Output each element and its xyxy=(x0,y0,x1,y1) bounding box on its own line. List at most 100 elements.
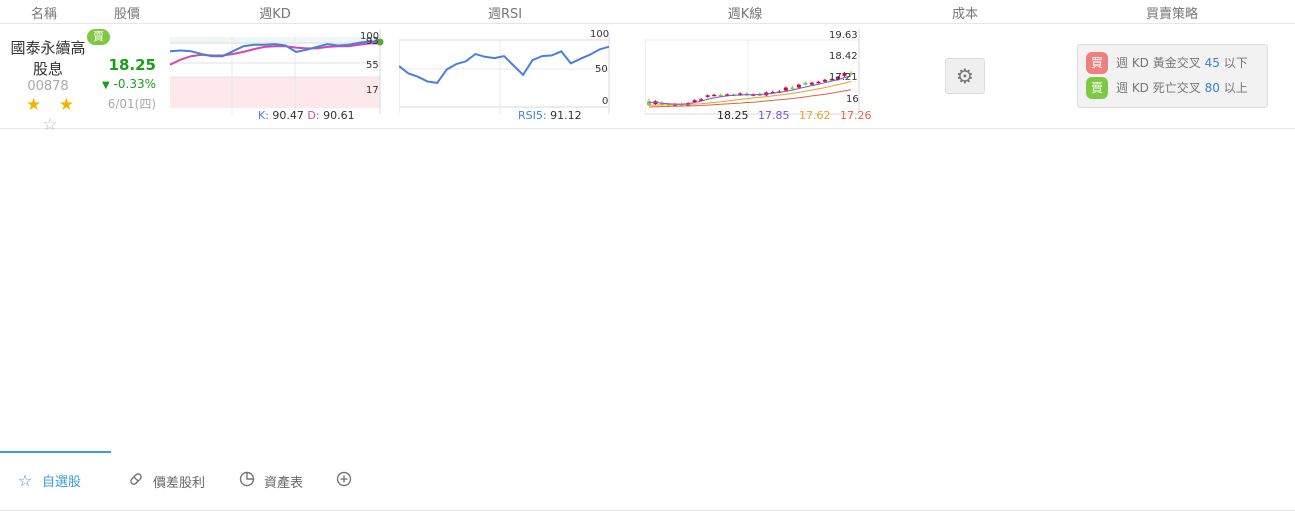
kd-lower-zone xyxy=(170,77,380,108)
kd-latest-dot xyxy=(376,38,384,46)
weekly-kd-chart[interactable]: 100 93 55 17 xyxy=(170,24,385,129)
candle-body xyxy=(783,87,788,91)
candle-body xyxy=(757,94,762,96)
header-strategy: 買賣策略 xyxy=(1145,7,1199,22)
rsi-tick-0: 0 xyxy=(602,96,608,107)
header-cost: 成本 xyxy=(951,7,979,22)
pie-chart-icon xyxy=(238,471,256,491)
ma2-line xyxy=(649,81,852,106)
candle-body xyxy=(692,100,697,103)
candle-body xyxy=(699,99,704,101)
k-line xyxy=(170,40,381,58)
candle-body xyxy=(647,101,651,106)
sell-strategy-text: 週 KD 死亡交叉 xyxy=(1116,81,1201,95)
header-name: 名稱 xyxy=(30,7,58,22)
candle-body xyxy=(790,87,795,90)
candle-body xyxy=(816,81,821,84)
rsi-tick-50: 50 xyxy=(595,64,608,75)
ma-readout: 18.25 17.85 17.62 17.26 xyxy=(717,109,878,122)
sell-badge: 賣 xyxy=(1086,77,1108,99)
weekly-k-chart[interactable]: 19.63 18.42 17.21 16 xyxy=(645,24,863,129)
candle-body xyxy=(803,82,808,85)
candle-body xyxy=(725,94,730,96)
candle-body xyxy=(822,79,827,82)
candle-body xyxy=(829,78,834,81)
rsi-value: 91.12 xyxy=(550,109,582,122)
stock-price: 18.25 xyxy=(108,56,156,74)
stock-name-cell[interactable]: 國泰永續高股息 00878 ★ ★ ☆ xyxy=(0,24,96,135)
tab-label: 自選股 xyxy=(42,475,82,490)
k-tick-17.21: 17.21 xyxy=(829,72,858,83)
cost-settings-button[interactable]: ⚙ xyxy=(945,58,985,94)
candles-group xyxy=(647,71,853,107)
star-empty-icon[interactable]: ☆ xyxy=(42,115,64,135)
ma2-value: 17.62 xyxy=(799,109,831,122)
ma3-line xyxy=(648,89,852,108)
rsi-readout: RSI5: 91.12 xyxy=(518,109,582,122)
k-label: K: xyxy=(258,109,269,122)
kd-tick-93: 93 xyxy=(366,36,379,47)
pill-icon xyxy=(127,471,145,491)
tab-add[interactable] xyxy=(335,471,361,491)
tab-watchlist[interactable]: ☆ 自選股 xyxy=(16,471,81,490)
tab-assets[interactable]: 資產表 xyxy=(238,471,303,491)
table-row[interactable]: 國泰永續高股息 00878 ★ ★ ☆ 賣 18.25 ▼ -0.33% 6/0… xyxy=(0,24,1295,135)
bottom-divider xyxy=(0,510,1295,511)
table-header: 名稱 股價 週KD 週RSI 週K線 成本 買賣策略 xyxy=(0,0,1295,24)
k-value: 90.47 xyxy=(272,109,304,122)
header-weekly-k: 週K線 xyxy=(727,7,763,22)
candle-body xyxy=(842,72,847,76)
candle-body xyxy=(660,103,665,105)
candle-body xyxy=(809,82,814,85)
kd-readout: K: 90.47 D: 90.61 xyxy=(258,109,355,122)
add-circle-icon xyxy=(335,471,353,491)
star-outline-icon: ☆ xyxy=(17,471,33,490)
tab-label: 價差股利 xyxy=(153,475,206,491)
candle-body xyxy=(705,95,710,97)
candle-body xyxy=(835,76,840,80)
header-weekly-kd: 週KD xyxy=(259,7,291,22)
candle-body xyxy=(796,84,801,88)
kd-tick-100: 100 xyxy=(360,31,379,42)
kd-tick-55: 55 xyxy=(366,60,379,71)
ma1-line xyxy=(648,75,852,105)
bottom-tab-bar: ☆ 自選股 價差股利 資產表 xyxy=(0,451,1295,512)
candle-body xyxy=(712,94,717,97)
buy-badge: 買 xyxy=(1086,52,1108,74)
header-weekly-rsi: 週RSI xyxy=(487,7,523,22)
kd-tick-17: 17 xyxy=(366,85,379,96)
sell-strategy-suffix: 以上 xyxy=(1223,81,1248,95)
buy-strategy-text: 週 KD 黃金交叉 xyxy=(1116,56,1201,70)
sell-strategy-line: 賣週 KD 死亡交叉 80 以上 xyxy=(1086,77,1248,99)
ma3-value: 17.26 xyxy=(840,109,872,122)
rsi-tick-100: 100 xyxy=(590,29,609,40)
sell-signal-badge: 賣 xyxy=(87,29,110,45)
rating-stars[interactable]: ★ ★ ☆ xyxy=(10,95,96,135)
price-date: 6/01(四) xyxy=(107,97,156,111)
buy-strategy-number: 45 xyxy=(1204,56,1220,70)
ma1-value: 17.85 xyxy=(758,109,790,122)
stock-name[interactable]: 國泰永續高股息 xyxy=(10,39,86,78)
star-filled-icon[interactable]: ★ ★ xyxy=(26,95,80,115)
buy-strategy-suffix: 以下 xyxy=(1223,56,1248,70)
price-change-value: -0.33% xyxy=(113,77,156,91)
candle-body xyxy=(738,93,743,96)
rsi-label: RSI5: xyxy=(518,109,547,122)
k-tick-18.42: 18.42 xyxy=(829,51,858,62)
tab-spread-dividend[interactable]: 價差股利 xyxy=(127,471,205,491)
candle-body xyxy=(849,72,853,75)
rsi-line xyxy=(399,45,610,84)
sell-strategy-number: 80 xyxy=(1204,81,1220,95)
k-tick-16: 16 xyxy=(846,94,859,105)
active-tab-indicator xyxy=(0,451,111,453)
k-tick-19.63: 19.63 xyxy=(829,30,858,41)
close-value: 18.25 xyxy=(717,109,749,122)
candle-body xyxy=(673,104,678,106)
d-value: 90.61 xyxy=(323,109,355,122)
weekly-rsi-chart[interactable]: 100 50 0 xyxy=(399,24,614,129)
tab-label: 資產表 xyxy=(264,475,304,491)
strategy-box[interactable]: 買週 KD 黃金交叉 45 以下 賣週 KD 死亡交叉 80 以上 xyxy=(1077,44,1268,108)
stock-code: 00878 xyxy=(27,79,69,94)
candle-body xyxy=(718,94,723,97)
